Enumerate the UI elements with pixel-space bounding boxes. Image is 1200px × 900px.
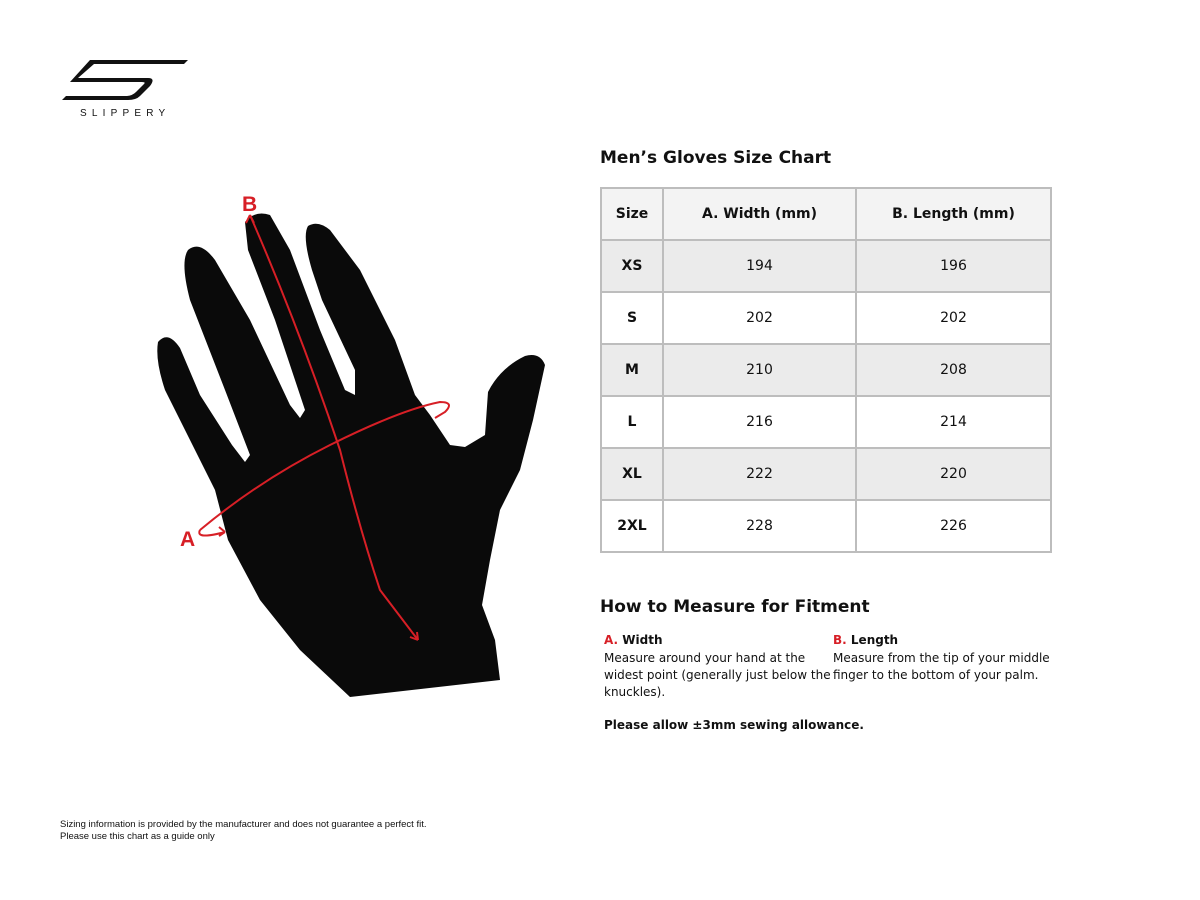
header-length: B. Length (mm): [855, 187, 1052, 241]
size-chart-title: Men’s Gloves Size Chart: [600, 148, 832, 168]
table-row: S 202 202: [600, 291, 1052, 345]
disclaimer: Sizing information is provided by the ma…: [60, 819, 427, 842]
size-table: Size A. Width (mm) B. Length (mm) XS 194 1…: [600, 187, 1052, 553]
label-a: A: [180, 528, 195, 551]
table-row: XL 222 220: [600, 447, 1052, 501]
width-instructions: A. Width Measure around your hand at the…: [604, 633, 831, 699]
header-width: A. Width (mm): [662, 187, 857, 241]
table-row: XS 194 196: [600, 239, 1052, 293]
length-instructions: B. Length Measure from the tip of your m…: [833, 633, 1050, 682]
hand-silhouette: [157, 213, 546, 697]
table-row: 2XL 228 226: [600, 499, 1052, 553]
table-row: M 210 208: [600, 343, 1052, 397]
brand-name: SLIPPERY: [80, 108, 171, 119]
measure-lines: [198, 214, 450, 641]
header-size: Size: [600, 187, 664, 241]
hand-diagram: B A: [157, 193, 546, 697]
label-b: B: [242, 193, 257, 216]
table-header: Size A. Width (mm) B. Length (mm): [600, 187, 1052, 241]
slippery-logo: [62, 60, 188, 100]
table-row: L 216 214: [600, 395, 1052, 449]
howto-title: How to Measure for Fitment: [600, 597, 870, 617]
allowance-note: Please allow ±3mm sewing allowance.: [604, 718, 864, 732]
